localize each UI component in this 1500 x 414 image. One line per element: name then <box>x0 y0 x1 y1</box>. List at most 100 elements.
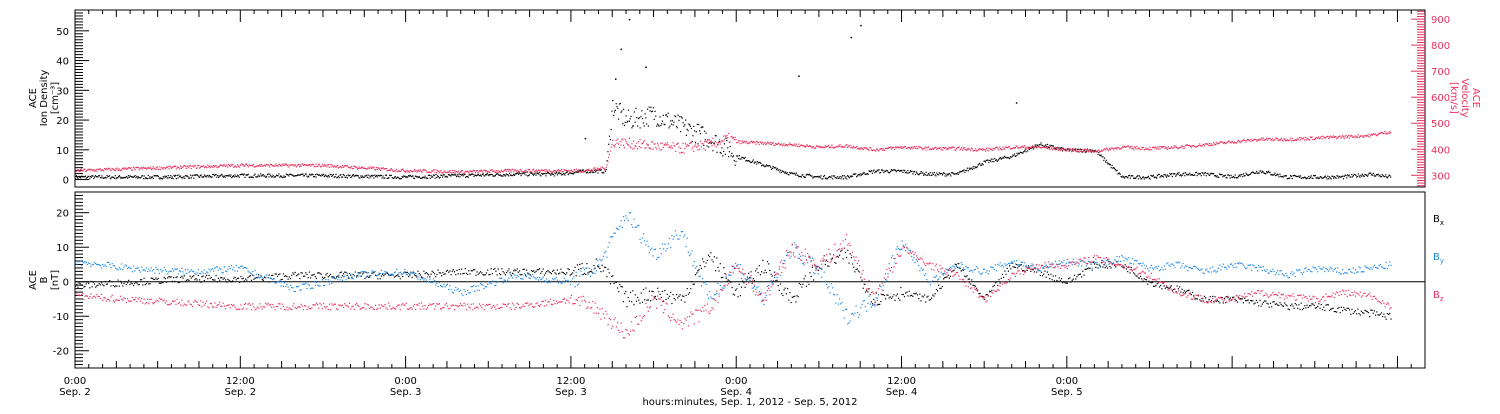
b-field-bx-point <box>583 274 584 275</box>
ion-density-point <box>1267 172 1268 173</box>
ion-density-point <box>1053 145 1054 146</box>
b-field-by-point <box>263 278 264 279</box>
ion-density-point <box>932 172 933 173</box>
solar-wind-velocity-point <box>1369 134 1370 135</box>
ion-density-point <box>456 176 457 177</box>
solar-wind-velocity-point <box>328 164 329 165</box>
ion-density-point <box>611 129 612 130</box>
solar-wind-velocity-point <box>914 146 915 147</box>
solar-wind-velocity-point <box>691 142 692 143</box>
b-field-bx-point <box>1000 282 1001 283</box>
ion-density-point <box>345 177 346 178</box>
solar-wind-velocity-point <box>675 151 676 152</box>
b-field-bx-point <box>665 299 666 300</box>
solar-wind-velocity-point <box>464 173 465 174</box>
solar-wind-velocity-point <box>1249 140 1250 141</box>
b-field-bx-point <box>573 270 574 271</box>
solar-wind-velocity-point <box>831 145 832 146</box>
b-field-by-point <box>170 270 171 271</box>
b-field-bx-point <box>690 288 691 289</box>
ion-density-point <box>950 175 951 176</box>
b-field-bx-point <box>848 263 849 264</box>
b-field-by-point <box>387 272 388 273</box>
b-field-bx-point <box>1036 271 1037 272</box>
ion-density-point <box>772 168 773 169</box>
solar-wind-velocity-point <box>1168 146 1169 147</box>
solar-wind-velocity-point <box>1305 137 1306 138</box>
b-field-by-point <box>180 271 181 272</box>
solar-wind-velocity-point <box>758 142 759 143</box>
b-field-bx-point <box>632 290 633 291</box>
b-field-by-point <box>245 267 246 268</box>
velocity-tick-label: 900 <box>1431 15 1450 26</box>
b-field-bx-point <box>911 295 912 296</box>
ion-density-point <box>483 174 484 175</box>
solar-wind-velocity-point <box>1082 149 1083 150</box>
solar-wind-velocity-point <box>117 168 118 169</box>
ion-density-point <box>883 172 884 173</box>
solar-wind-velocity-point <box>987 150 988 151</box>
ion-density-point <box>1357 176 1358 177</box>
ion-density-point <box>85 176 86 177</box>
b-field-bx-point <box>931 298 932 299</box>
solar-wind-velocity-point <box>727 137 728 138</box>
ion-density-point <box>1234 177 1235 178</box>
b-field-bx-point <box>1053 276 1054 277</box>
b-field-by-point <box>292 287 293 288</box>
solar-wind-velocity-point <box>692 148 693 149</box>
b-field-by-point <box>316 282 317 283</box>
ion-density-point <box>556 172 557 173</box>
ion-density-point <box>381 175 382 176</box>
ion-density-point <box>864 172 865 173</box>
b-field-bx-point <box>188 280 189 281</box>
solar-wind-velocity-point <box>516 171 517 172</box>
ion-density-point <box>998 159 999 160</box>
solar-wind-velocity-point <box>512 169 513 170</box>
b-field-bx-point <box>134 283 135 284</box>
solar-wind-velocity-point <box>507 169 508 170</box>
b-field-by-point <box>197 272 198 273</box>
ion-density-point <box>564 173 565 174</box>
ion-density-point <box>473 176 474 177</box>
b-field-bx-point <box>1170 287 1171 288</box>
b-field-bx-point <box>439 272 440 273</box>
ion-density-point <box>708 146 709 147</box>
b-field-bx-point <box>233 278 234 279</box>
solar-wind-velocity-point <box>190 165 191 166</box>
b-field-bx-point <box>252 275 253 276</box>
solar-wind-velocity-point <box>119 169 120 170</box>
solar-wind-velocity-point <box>95 170 96 171</box>
solar-wind-velocity-point <box>1362 136 1363 137</box>
b-field-bx-point <box>1216 301 1217 302</box>
ion-density-point <box>738 158 739 159</box>
solar-wind-velocity-point <box>1368 136 1369 137</box>
b-field-by-point <box>343 276 344 277</box>
ion-density-point <box>322 175 323 176</box>
ion-density-point <box>914 171 915 172</box>
b-field-bx-point <box>420 274 421 275</box>
solar-wind-velocity-point <box>1021 146 1022 147</box>
b-field-bx-point <box>158 278 159 279</box>
b-field-bx-point <box>896 295 897 296</box>
ion-density-point <box>266 176 267 177</box>
solar-wind-velocity-point <box>284 165 285 166</box>
solar-wind-velocity-point <box>755 144 756 145</box>
solar-wind-velocity-point <box>1363 137 1364 138</box>
b-field-bx-point <box>1013 266 1014 267</box>
solar-wind-velocity-point <box>845 146 846 147</box>
b-field-bx-point <box>128 280 129 281</box>
ion-density-point <box>281 176 282 177</box>
b-field-bx-point <box>79 283 80 284</box>
solar-wind-velocity-point <box>1337 137 1338 138</box>
ion-density-point <box>434 175 435 176</box>
ion-density-point <box>823 176 824 177</box>
b-field-bx-point <box>217 281 218 282</box>
solar-wind-velocity-point <box>1073 150 1074 151</box>
ion-density-point <box>94 177 95 178</box>
solar-wind-velocity-point <box>656 149 657 150</box>
b-field-bx-point <box>81 285 82 286</box>
b-field-bx-point <box>322 277 323 278</box>
b-field-bx-point <box>132 283 133 284</box>
b-field-by-point <box>243 268 244 269</box>
solar-wind-velocity-point <box>222 166 223 167</box>
